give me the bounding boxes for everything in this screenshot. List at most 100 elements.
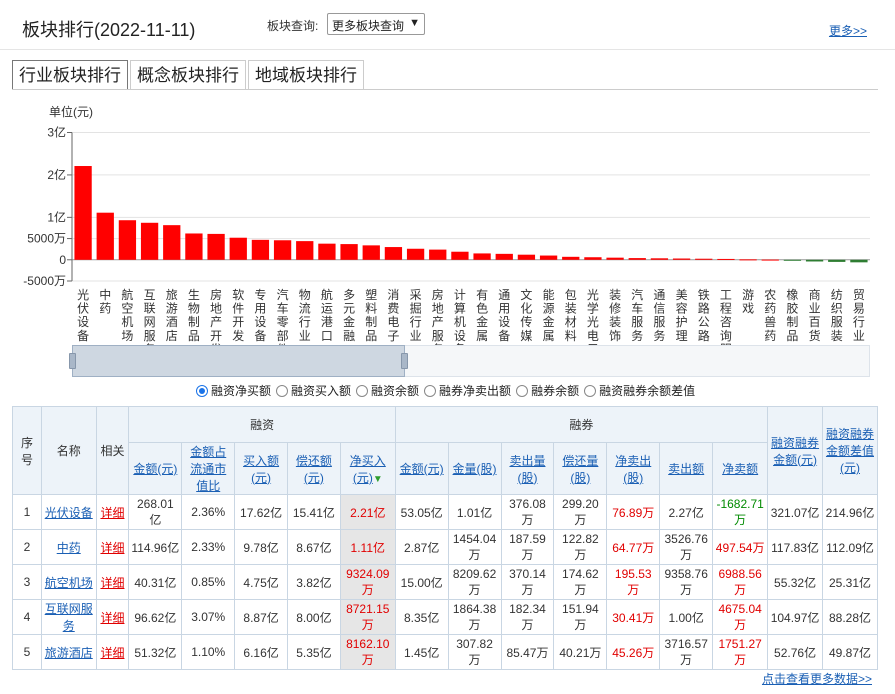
cell-related[interactable]: 详细 — [95, 634, 130, 670]
sector-link[interactable]: 航空机场 — [44, 575, 93, 590]
cell-related[interactable]: 详细 — [95, 529, 130, 565]
col-rq-net-sell-amount[interactable]: 净卖额 — [712, 442, 769, 495]
cell-total: 104.97亿 — [767, 599, 823, 635]
col-rz-ratio[interactable]: 金额占流通市值比 — [181, 442, 236, 495]
detail-link[interactable]: 详细 — [100, 505, 125, 520]
x-tick-label: 航空机场 — [121, 287, 133, 343]
radio-unchecked-icon — [356, 384, 369, 397]
col-rz-amount[interactable]: 金额(元) — [128, 442, 183, 495]
col-rq-sell-volume[interactable]: 卖出量(股) — [500, 442, 555, 495]
sector-link[interactable]: 中药 — [56, 540, 81, 555]
sector-link[interactable]: 互联网服务 — [44, 602, 93, 633]
tab-concept[interactable]: 概念板块排行 — [130, 60, 246, 90]
slider-handle-left[interactable] — [69, 353, 76, 369]
radio-rz-buy[interactable]: 融资买入额 — [276, 382, 351, 399]
cell-diff: 214.96亿 — [822, 494, 878, 530]
col-rz-net-buy[interactable]: 净买入(元)▼ — [339, 442, 396, 495]
cell-rz: 51.32亿 — [128, 634, 183, 670]
radio-rq-net-sell[interactable]: 融券净卖出额 — [424, 382, 511, 399]
cell-seq: 4 — [12, 599, 42, 635]
cell-rq: 187.59万 — [500, 529, 555, 565]
sector-query-select[interactable]: 更多板块查询 ▼ — [327, 13, 425, 35]
bar — [672, 258, 691, 260]
y-tick-label: 1亿 — [47, 209, 66, 224]
cell-rz: 9324.09万 — [339, 564, 396, 600]
cell-rq: 122.82万 — [553, 529, 608, 565]
cell-total: 321.07亿 — [767, 494, 823, 530]
radio-rzrq-diff[interactable]: 融资融券余额差值 — [584, 382, 695, 399]
detail-link[interactable]: 详细 — [100, 610, 125, 625]
tab-industry[interactable]: 行业板块排行 — [12, 60, 128, 90]
cell-rz: 3.07% — [181, 599, 236, 635]
more-link[interactable]: 更多>> — [828, 24, 867, 38]
detail-link[interactable]: 详细 — [100, 540, 125, 555]
col-rz-repay[interactable]: 偿还额(元) — [286, 442, 341, 495]
x-tick-label: 光伏设备 — [77, 288, 89, 343]
sector-link[interactable]: 旅游酒店 — [44, 645, 93, 660]
bar — [406, 248, 425, 260]
bar — [828, 259, 846, 262]
chevron-down-icon: ▼ — [409, 17, 420, 29]
detail-link[interactable]: 详细 — [100, 575, 125, 590]
cell-rz: 268.01亿 — [128, 494, 183, 530]
cell-name[interactable]: 中药 — [40, 529, 97, 565]
cell-rq: 8.35亿 — [394, 599, 449, 635]
col-rq-volume[interactable]: 金量(股) — [447, 442, 502, 495]
cell-rq: 85.47万 — [500, 634, 555, 670]
x-tick-label: 房地产服务 — [432, 287, 444, 345]
cell-rz: 2.33% — [181, 529, 236, 565]
x-tick-label: 汽车服务 — [631, 287, 643, 343]
cell-name[interactable]: 互联网服务 — [40, 599, 97, 635]
table-row: 2 中药 详细 114.96亿 2.33% 9.78亿 8.67亿 1.11亿 2.87亿 145… — [12, 529, 878, 565]
cell-rq: 2.27亿 — [659, 494, 714, 530]
col-rq-net-sell[interactable]: 净卖出(股) — [606, 442, 661, 495]
col-diff[interactable]: 融资融券金额差值(元) — [822, 406, 878, 495]
col-rz-buy[interactable]: 买入额(元) — [234, 442, 288, 495]
slider-handle-right[interactable] — [401, 353, 408, 369]
y-tick-label: 2亿 — [47, 167, 66, 182]
sector-link[interactable]: 光伏设备 — [44, 505, 93, 520]
tab-region[interactable]: 地域板块排行 — [248, 60, 364, 90]
metric-radio-group: 融资净买额 融资买入额 融资余额 融券净卖出额 融券余额 融资融券余额差值 — [196, 382, 700, 399]
cell-rq: 497.54万 — [712, 529, 769, 565]
radio-rz-balance[interactable]: 融资余额 — [356, 382, 419, 399]
cell-related[interactable]: 详细 — [95, 494, 130, 530]
radio-rq-balance[interactable]: 融券余额 — [516, 382, 579, 399]
cell-rq: 1.00亿 — [659, 599, 714, 635]
detail-link[interactable]: 详细 — [100, 645, 125, 660]
view-more-link[interactable]: 点击查看更多数据>> — [761, 672, 872, 686]
col-total[interactable]: 融资融券金额(元) — [767, 406, 823, 495]
radio-rz-net-buy[interactable]: 融资净买额 — [196, 382, 271, 399]
cell-related[interactable]: 详细 — [95, 599, 130, 635]
cell-rz: 2.21亿 — [339, 494, 396, 530]
page-title: 板块排行(2022-11-11) — [22, 20, 196, 40]
bar — [606, 257, 624, 260]
chart-range-slider[interactable] — [69, 345, 870, 377]
bar — [805, 259, 824, 262]
bar — [473, 253, 491, 260]
cell-seq: 5 — [12, 634, 42, 670]
cell-related[interactable]: 详细 — [95, 564, 130, 600]
cell-rq: 182.34万 — [500, 599, 555, 635]
cell-rq: 8209.62万 — [447, 564, 502, 600]
sort-down-icon: ▼ — [372, 473, 383, 485]
cell-name[interactable]: 航空机场 — [40, 564, 97, 600]
cell-rz: 0.85% — [181, 564, 236, 600]
x-tick-label: 房地产开发 — [210, 287, 222, 345]
cell-rq: 40.21万 — [553, 634, 608, 670]
cell-name[interactable]: 旅游酒店 — [40, 634, 97, 670]
bar — [562, 256, 580, 260]
x-tick-label: 通用设备 — [498, 288, 510, 343]
col-rq-sell-amount[interactable]: 卖出额 — [659, 442, 714, 495]
cell-name[interactable]: 光伏设备 — [40, 494, 97, 530]
bar — [517, 254, 536, 260]
col-rq-amount[interactable]: 金额(元) — [394, 442, 449, 495]
bar — [539, 255, 558, 260]
cell-diff: 25.31亿 — [822, 564, 878, 600]
cell-seq: 1 — [12, 494, 42, 530]
header: 板块排行(2022-11-11) 板块查询: 更多板块查询 ▼ 更多>> — [0, 0, 895, 50]
slider-window[interactable] — [72, 345, 405, 377]
col-rq-repay-volume[interactable]: 偿还量(股) — [553, 442, 608, 495]
bar — [495, 253, 513, 260]
x-tick-label: 消费电子 — [387, 288, 399, 343]
